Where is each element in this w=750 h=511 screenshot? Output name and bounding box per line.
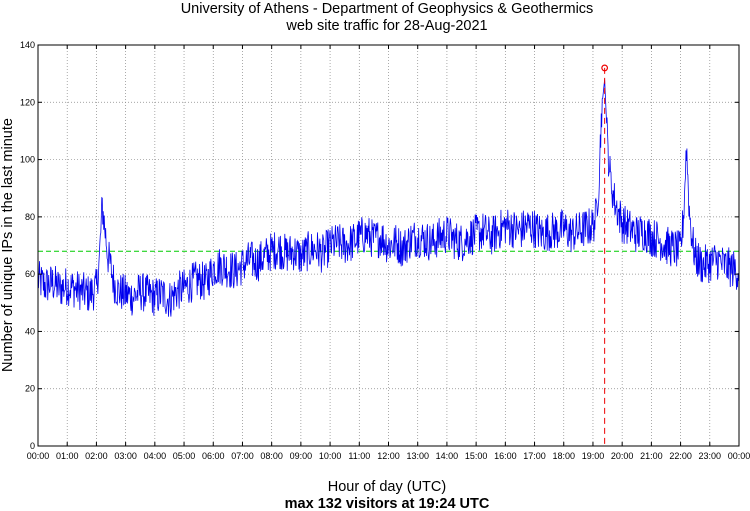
max-marker: [601, 64, 609, 72]
x-tick-label: 18:00: [552, 451, 575, 461]
x-tick-label: 21:00: [640, 451, 663, 461]
y-tick-label: 60: [25, 269, 35, 279]
x-tick-label: 20:00: [611, 451, 634, 461]
y-tick-label: 140: [20, 40, 35, 50]
y-tick-label: 40: [25, 326, 35, 336]
x-tick-label: 04:00: [144, 451, 167, 461]
x-tick-label: 03:00: [114, 451, 137, 461]
y-tick-label: 80: [25, 212, 35, 222]
y-axis-ticks: 0 20 40 60 80 100 120 140: [20, 40, 739, 451]
x-tick-label: 19:00: [582, 451, 605, 461]
x-tick-label: 23:00: [699, 451, 722, 461]
y-tick-label: 20: [25, 384, 35, 394]
x-tick-label: 17:00: [523, 451, 546, 461]
x-tick-label: 07:00: [231, 451, 254, 461]
x-tick-label: 14:00: [436, 451, 459, 461]
x-tick-label: 00:00: [728, 451, 750, 461]
grid: [38, 45, 739, 446]
series-layer: [37, 79, 740, 317]
x-tick-label: 09:00: [290, 451, 313, 461]
max-layer: [601, 64, 609, 446]
x-tick-label: 02:00: [85, 451, 108, 461]
y-tick-label: 100: [20, 155, 35, 165]
x-tick-label: 13:00: [406, 451, 429, 461]
chart-subtitle: web site traffic for 28-Aug-2021: [285, 18, 487, 34]
x-tick-label: 08:00: [260, 451, 283, 461]
x-tick-label: 11:00: [348, 451, 370, 461]
x-tick-label: 00:00: [27, 451, 50, 461]
x-axis-ticks: 00:00 01:00 02:00 03:00 04:00 05:00 06:00 07:00…: [27, 45, 750, 461]
x-tick-label: 15:00: [465, 451, 488, 461]
y-tick-label: 120: [20, 97, 35, 107]
y-axis-label: Number of unique IPs in the last minute: [0, 118, 16, 372]
chart-title: University of Athens - Department of Geo…: [181, 1, 594, 17]
y-tick-label: 0: [30, 441, 35, 451]
x-axis-label: Hour of day (UTC): [328, 479, 446, 495]
x-tick-label: 10:00: [319, 451, 342, 461]
x-tick-label: 16:00: [494, 451, 517, 461]
x-tick-label: 12:00: [377, 451, 400, 461]
x-tick-label: 05:00: [173, 451, 196, 461]
x-tick-label: 22:00: [669, 451, 692, 461]
traffic-series-line: [37, 79, 740, 317]
max-summary: max 132 visitors at 19:24 UTC: [285, 496, 490, 511]
x-tick-label: 01:00: [56, 451, 79, 461]
x-tick-label: 06:00: [202, 451, 225, 461]
